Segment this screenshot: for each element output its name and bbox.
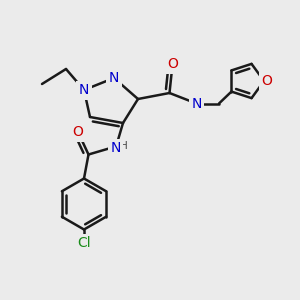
Text: H: H	[194, 94, 202, 104]
Text: N: N	[191, 97, 202, 110]
Text: O: O	[262, 74, 272, 88]
Text: N: N	[79, 83, 89, 97]
Text: N: N	[109, 71, 119, 85]
Text: Cl: Cl	[77, 236, 91, 250]
Text: O: O	[167, 58, 178, 71]
Text: N: N	[110, 142, 121, 155]
Text: H: H	[120, 141, 128, 151]
Text: O: O	[73, 125, 83, 139]
